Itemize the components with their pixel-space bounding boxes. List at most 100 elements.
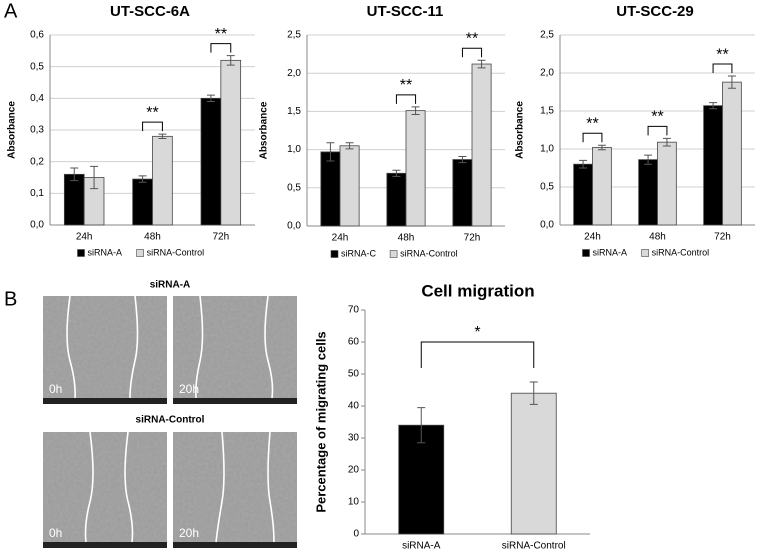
bar (471, 63, 492, 227)
error-bar (477, 59, 486, 69)
bar (132, 178, 153, 226)
y-axis-label: Absorbance (259, 101, 270, 159)
legend-swatch (582, 249, 590, 257)
y-tick-label: 1,0 (287, 144, 301, 155)
legend-label: siRNA-Control (652, 247, 710, 257)
chart-title: UT-SCC-29 (616, 3, 694, 20)
y-axis-label: Absorbance (7, 101, 18, 159)
significance-bracket (461, 47, 483, 58)
y-tick-label: 0,2 (30, 156, 44, 167)
time-label: 0h (49, 526, 62, 540)
wound-edge (66, 295, 76, 399)
significance-bracket (210, 43, 232, 53)
legend-label: siRNA-C (341, 248, 376, 258)
error-bar (662, 137, 671, 147)
bar (320, 151, 341, 227)
error-bar (579, 159, 588, 169)
x-tick-label: 48h (649, 232, 666, 243)
significance-label: ** (651, 109, 663, 126)
y-tick-label: 0,6 (30, 30, 44, 41)
y-tick-label: 30 (348, 433, 360, 444)
y-tick-label: 2,5 (287, 30, 301, 41)
micrograph-edge (43, 398, 167, 404)
bar (200, 97, 222, 226)
legend-label: siRNA-Control (147, 247, 205, 257)
bar (573, 163, 593, 226)
significance-bracket (142, 121, 163, 132)
micrograph-texture (173, 296, 297, 404)
y-tick-label: 10 (348, 497, 360, 508)
wound-edge (124, 431, 134, 543)
legend-swatch (77, 249, 85, 257)
x-tick-label: 72h (714, 232, 731, 243)
micrograph-edge (173, 398, 297, 404)
significance-bracket (647, 125, 668, 136)
error-bar (709, 102, 718, 110)
x-tick-label: 48h (398, 233, 415, 244)
bar (722, 81, 742, 226)
y-tick-label: 60 (348, 337, 360, 348)
y-axis-label: Percentage of migrating cells (313, 331, 328, 512)
error-bar (138, 175, 147, 183)
significance-label: * (474, 324, 480, 341)
error-bar (70, 167, 79, 182)
error-bar (326, 142, 335, 162)
x-tick-label: 72h (464, 233, 481, 244)
chart-title: Cell migration (421, 281, 534, 300)
wound-edge (264, 295, 274, 399)
y-tick-label: 20 (348, 465, 360, 476)
bar (510, 392, 557, 535)
error-bar (226, 55, 235, 66)
error-bar (458, 155, 467, 164)
error-bar (727, 75, 736, 89)
micrograph-edge (43, 542, 167, 548)
y-tick-label: 0,0 (540, 220, 554, 231)
significance-bracket (420, 341, 535, 368)
panel-label: B (4, 288, 17, 310)
micrograph-texture (43, 432, 167, 548)
y-tick-label: 50 (348, 369, 360, 380)
bar (405, 110, 426, 227)
significance-label: ** (586, 115, 598, 132)
x-tick-label: 24h (332, 233, 349, 244)
error-bar (411, 106, 420, 115)
time-label: 20h (179, 526, 199, 540)
error-bar (345, 142, 354, 150)
legend-label: siRNA-Control (400, 248, 458, 258)
image-group-title: siRNA-Control (136, 415, 205, 426)
legend-label: siRNA-A (593, 247, 628, 257)
y-tick-label: 2,0 (287, 68, 301, 79)
y-axis-label: Absorbance (515, 101, 526, 159)
y-tick-label: 1,5 (540, 106, 554, 117)
y-tick-label: 2,5 (540, 30, 554, 41)
error-bar (529, 381, 538, 405)
legend-swatch (330, 250, 339, 258)
micrograph-texture (173, 432, 297, 548)
significance-label: ** (215, 26, 227, 43)
x-tick-label: 24h (584, 232, 601, 243)
micrograph-edge (173, 542, 297, 548)
x-tick-label: siRNA-Control (502, 541, 566, 552)
error-bar (417, 407, 426, 444)
bar (703, 105, 723, 226)
time-label: 20h (179, 382, 199, 396)
image-group-title: siRNA-A (150, 280, 191, 291)
wound-edge (267, 431, 275, 543)
y-tick-label: 2,0 (540, 68, 554, 79)
y-tick-label: 0,3 (30, 125, 44, 136)
error-bar (90, 165, 99, 190)
error-bar (597, 144, 606, 151)
wound-edge (84, 431, 94, 543)
y-tick-label: 0,0 (30, 220, 44, 231)
significance-label: ** (400, 77, 412, 94)
chart-title: UT-SCC-11 (367, 3, 444, 20)
error-bar (206, 94, 215, 102)
wound-edge (195, 295, 204, 399)
bar (152, 135, 173, 226)
significance-label: ** (466, 30, 478, 47)
y-tick-label: 1,5 (287, 106, 301, 117)
wound-edge (215, 431, 225, 543)
y-tick-label: 0,5 (30, 61, 44, 72)
y-tick-label: 0,5 (287, 182, 301, 193)
